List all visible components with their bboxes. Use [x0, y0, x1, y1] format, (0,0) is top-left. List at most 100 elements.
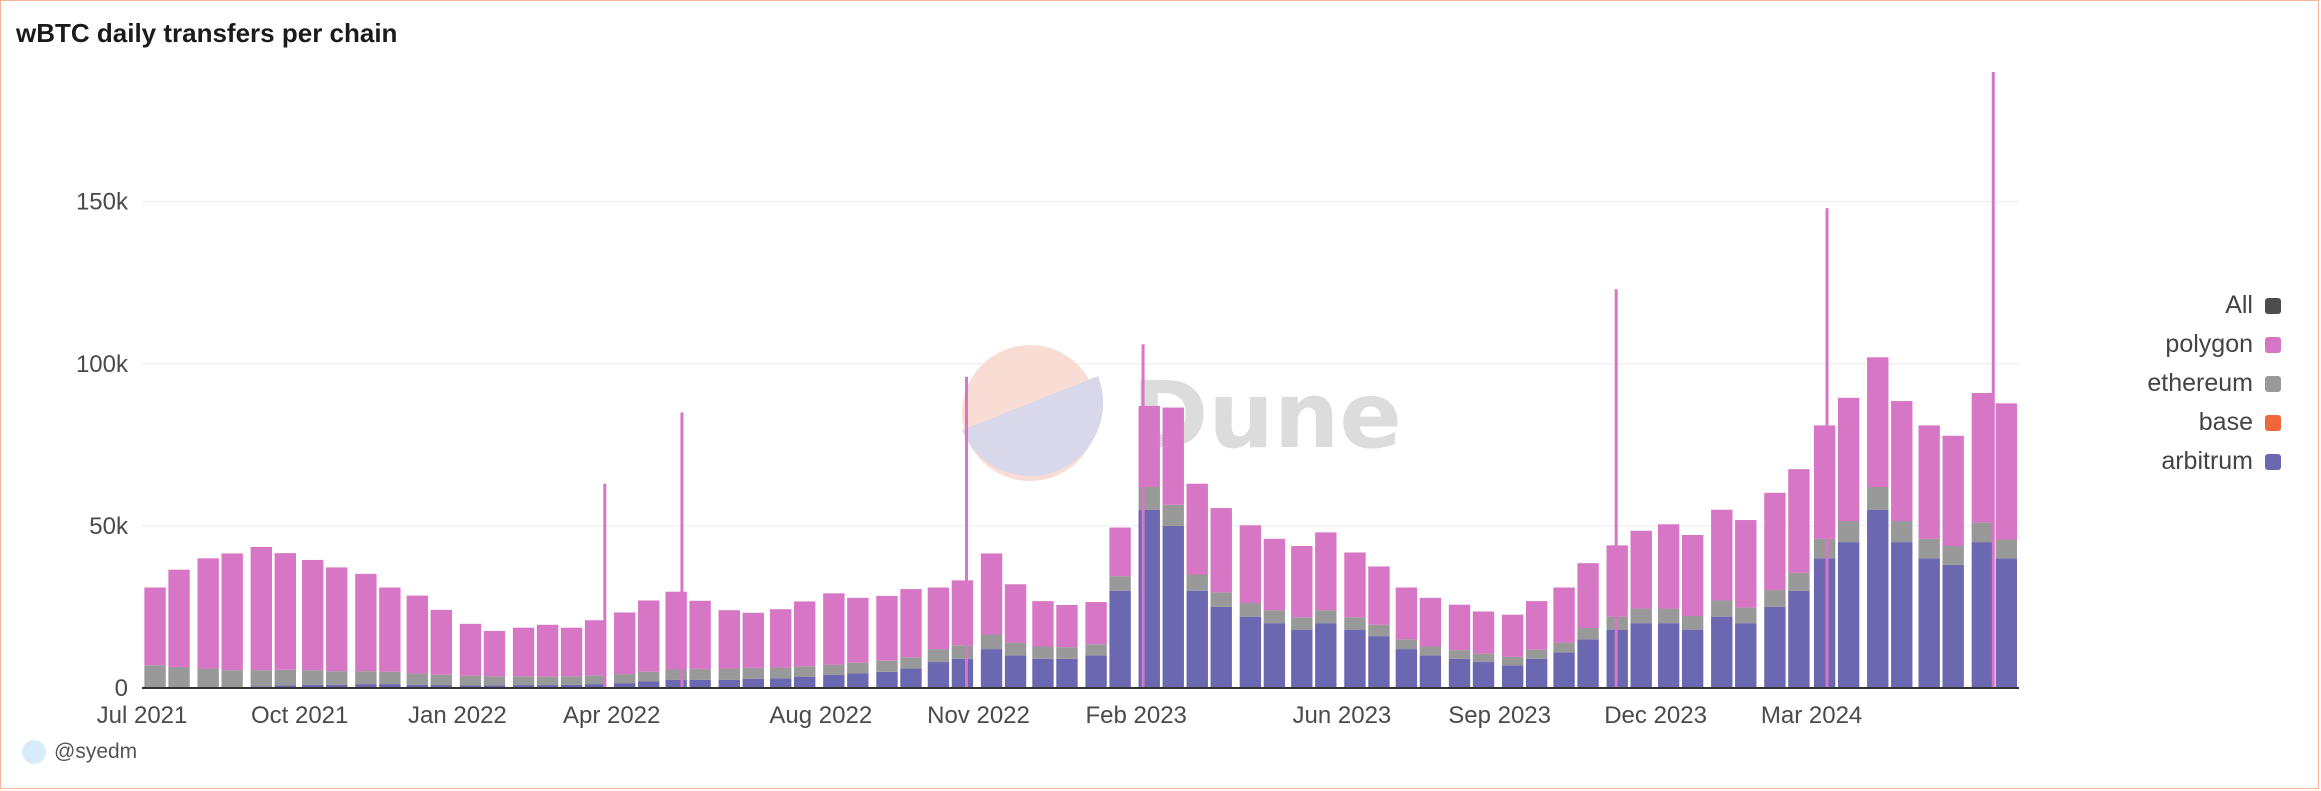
bar-ethereum: [951, 645, 974, 659]
bar-ethereum: [1681, 616, 1704, 630]
peak-bar: [965, 376, 969, 688]
bar-arbitrum: [638, 681, 660, 688]
author-credit[interactable]: @syedm: [22, 740, 137, 764]
author-name: @syedm: [54, 740, 138, 763]
bar-arbitrum: [1525, 658, 1548, 688]
bar-ethereum: [1395, 639, 1418, 650]
bar-ethereum: [1657, 608, 1680, 624]
bar-arbitrum: [1918, 558, 1940, 688]
legend-item-ethereum[interactable]: ethereum: [2147, 364, 2281, 403]
chart-title: wBTC daily transfers per chain: [16, 18, 398, 48]
bar-polygon: [1448, 604, 1471, 651]
bar-arbitrum: [718, 679, 740, 688]
bar-arbitrum: [1315, 623, 1337, 688]
bar-polygon: [1004, 584, 1027, 643]
y-tick-label: 100k: [76, 351, 129, 378]
bar-polygon: [221, 553, 243, 671]
bar-arbitrum: [1711, 616, 1733, 688]
bar-ethereum: [1109, 576, 1131, 591]
bar-ethereum: [1577, 628, 1599, 640]
bar-ethereum: [483, 676, 506, 686]
bar-arbitrum: [1056, 658, 1078, 688]
bar-polygon: [1210, 508, 1232, 593]
bar-ethereum: [1501, 656, 1524, 666]
bar-polygon: [197, 558, 219, 669]
bar-polygon: [1032, 601, 1054, 647]
bar-arbitrum: [1577, 639, 1599, 688]
bar-ethereum: [1630, 608, 1652, 624]
bar-ethereum: [1711, 600, 1733, 617]
y-axis-ticks: 0 50k 100k 150k: [76, 189, 129, 702]
bar-ethereum: [847, 662, 869, 674]
bar-arbitrum: [980, 649, 1003, 688]
bar-arbitrum: [1419, 655, 1442, 688]
bar-ethereum: [1867, 486, 1889, 510]
bar-polygon: [1315, 532, 1337, 611]
bar-polygon: [847, 597, 869, 663]
bar-ethereum: [144, 665, 166, 688]
legend-item-All[interactable]: All: [2225, 286, 2281, 325]
bar-polygon: [326, 567, 348, 672]
bar-polygon: [1813, 425, 1836, 539]
x-tick-label: Dec 2023: [1604, 702, 1707, 729]
bar-arbitrum: [1764, 606, 1786, 688]
bar-ethereum: [1813, 538, 1836, 559]
bar-arbitrum: [483, 685, 506, 688]
x-tick-label: Sep 2023: [1448, 702, 1551, 729]
bar-ethereum: [770, 667, 792, 679]
bar-arbitrum: [274, 685, 296, 688]
bar-arbitrum: [1813, 558, 1836, 688]
bar-polygon: [302, 559, 324, 671]
legend-label: polygon: [2165, 330, 2253, 358]
y-tick-label: 50k: [89, 513, 129, 540]
bar-arbitrum: [584, 684, 607, 688]
bar-arbitrum: [1109, 590, 1131, 688]
bar-polygon: [1186, 483, 1208, 575]
bar-arbitrum: [1788, 590, 1810, 688]
bar-ethereum: [302, 670, 324, 685]
peak-bar: [1825, 208, 1829, 688]
x-tick-label: Jan 2022: [408, 702, 507, 729]
bar-ethereum: [1291, 617, 1313, 630]
bar-arbitrum: [1942, 564, 1964, 688]
bar-polygon: [536, 624, 559, 677]
bar-polygon: [718, 610, 740, 669]
legend-item-polygon[interactable]: polygon: [2165, 325, 2281, 364]
bar-arbitrum: [1971, 542, 1994, 688]
bar-ethereum: [1525, 649, 1548, 659]
bar-arbitrum: [1263, 623, 1286, 688]
bar-ethereum: [1891, 521, 1913, 543]
bar-ethereum: [1085, 644, 1107, 656]
peak-bar: [1614, 289, 1618, 688]
bar-polygon: [144, 587, 166, 666]
bar-polygon: [584, 620, 607, 676]
bar-polygon: [770, 609, 792, 668]
bar-arbitrum: [302, 684, 324, 688]
bar-arbitrum: [536, 685, 559, 688]
bar-arbitrum: [1239, 616, 1262, 688]
x-tick-label: Oct 2021: [251, 702, 348, 729]
bar-arbitrum: [1891, 542, 1913, 688]
bar-ethereum: [355, 671, 377, 685]
bar-ethereum: [1788, 572, 1810, 591]
bar-polygon: [1109, 527, 1131, 577]
bar-ethereum: [1263, 610, 1286, 624]
bar-ethereum: [1837, 521, 1860, 543]
legend-item-base[interactable]: base: [2199, 403, 2281, 442]
bar-ethereum: [1448, 650, 1471, 659]
legend-item-arbitrum[interactable]: arbitrum: [2161, 442, 2281, 481]
x-tick-label: Jun 2023: [1293, 702, 1392, 729]
bar-polygon: [512, 627, 535, 677]
bar-ethereum: [1764, 590, 1786, 607]
bar-arbitrum: [1004, 655, 1027, 688]
bar-arbitrum: [512, 685, 535, 688]
bar-arbitrum: [1472, 662, 1495, 688]
bar-polygon: [1368, 566, 1390, 625]
bar-arbitrum: [823, 675, 845, 688]
bar-polygon: [355, 573, 377, 672]
bar-polygon: [1942, 435, 1964, 546]
legend-swatch: [2265, 414, 2281, 431]
bar-arbitrum: [1630, 623, 1652, 688]
x-tick-label: Mar 2024: [1761, 702, 1862, 729]
